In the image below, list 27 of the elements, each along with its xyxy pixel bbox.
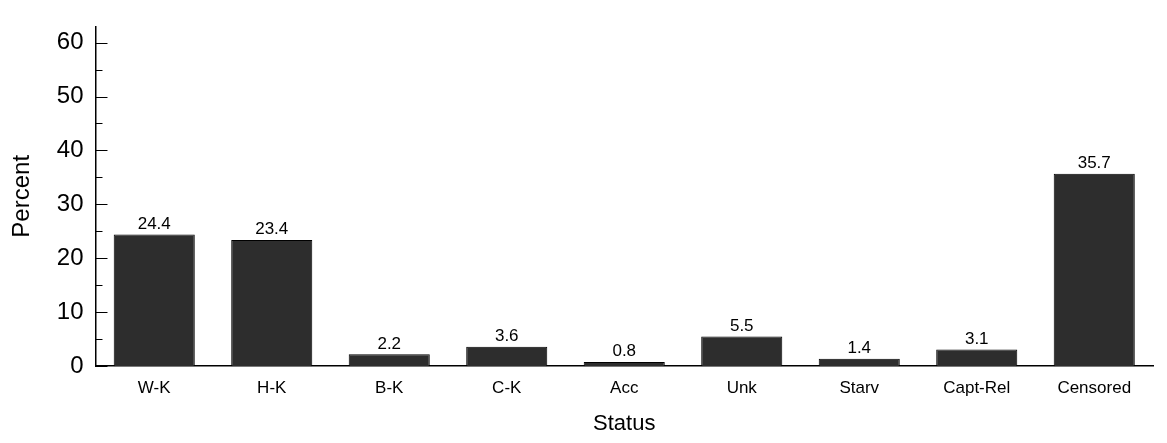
x-tick-label: H-K: [257, 378, 288, 398]
data-label: 2.2: [377, 333, 402, 353]
data-label: 5.5: [729, 315, 754, 335]
x-tick-label: C-K: [492, 378, 523, 398]
y-tick-label: 10: [56, 296, 84, 324]
y-tick-label: 0: [70, 350, 84, 378]
x-tick-label: Censored: [1057, 378, 1132, 398]
y-tick-label: 50: [56, 81, 84, 109]
x-tick-label: Starv: [839, 378, 880, 398]
data-label: 3.1: [964, 328, 989, 348]
data-label: 24.4: [137, 213, 171, 233]
y-tick-label: 60: [56, 27, 84, 55]
data-label: 1.4: [847, 337, 872, 357]
y-tick-label: 20: [56, 242, 84, 270]
x-tick-label: Acc: [610, 378, 639, 398]
y-axis-title: Percent: [7, 154, 35, 238]
x-tick-label: W-K: [137, 378, 172, 398]
y-tick-label: 30: [56, 189, 84, 217]
data-label: 23.4: [255, 219, 289, 239]
x-tick-label: Capt-Rel: [943, 378, 1011, 398]
data-label: 35.7: [1077, 152, 1111, 172]
x-axis-title: Status: [593, 409, 656, 435]
x-tick-label: B-K: [375, 378, 405, 398]
data-label: 0.8: [612, 341, 637, 361]
y-tick-label: 40: [56, 135, 84, 163]
x-tick-label: Unk: [726, 378, 758, 398]
data-label: 3.6: [494, 325, 519, 345]
